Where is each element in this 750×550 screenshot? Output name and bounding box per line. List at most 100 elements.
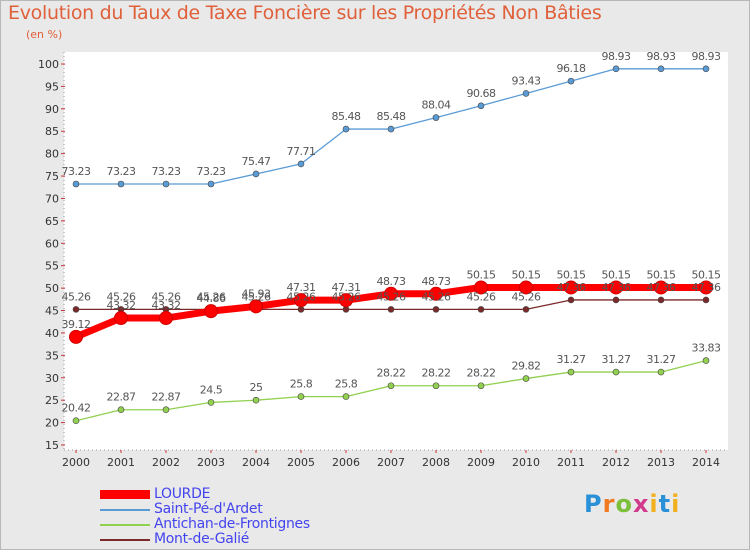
data-point — [429, 286, 443, 301]
data-label: 45.26 — [197, 290, 226, 303]
data-point — [612, 65, 620, 73]
data-label: 73.23 — [152, 165, 181, 178]
data-point — [297, 393, 305, 400]
data-label: 43.32 — [152, 299, 181, 312]
y-tick-label: 90 — [45, 103, 59, 116]
data-label: 88.04 — [422, 99, 451, 112]
data-point — [432, 306, 440, 313]
data-point — [252, 170, 260, 178]
y-tick-label: 80 — [45, 148, 59, 161]
data-point — [522, 90, 530, 97]
data-label: 48.73 — [377, 275, 406, 288]
data-label: 47.31 — [332, 281, 361, 294]
data-point — [702, 65, 710, 73]
x-tick-label: 2011 — [557, 456, 585, 469]
data-point — [387, 382, 395, 390]
data-label: 98.93 — [602, 50, 631, 63]
data-label: 75.47 — [242, 155, 271, 168]
data-point — [519, 280, 533, 295]
data-label: 45.26 — [332, 290, 361, 303]
data-point — [654, 280, 668, 295]
data-point — [702, 357, 710, 364]
y-tick-label: 45 — [45, 305, 59, 318]
y-tick-label: 30 — [45, 372, 59, 385]
data-label: 45.26 — [62, 290, 91, 303]
legend-item: Saint-Pé-d'Ardet — [100, 502, 310, 517]
data-point — [612, 368, 620, 376]
data-point — [702, 296, 710, 304]
data-point — [657, 296, 665, 304]
data-label: 28.22 — [467, 367, 496, 380]
data-point — [72, 306, 80, 313]
y-unit-label: (en %) — [26, 28, 63, 41]
data-point — [252, 396, 260, 404]
data-label: 47.36 — [557, 281, 586, 294]
data-label: 73.23 — [107, 165, 136, 178]
data-point — [117, 180, 125, 188]
x-tick-label: 2000 — [62, 456, 90, 469]
data-point — [162, 406, 170, 414]
data-label: 45.26 — [242, 290, 271, 303]
x-tick-label: 2010 — [512, 456, 540, 469]
data-label: 50.15 — [512, 268, 541, 281]
data-label: 47.31 — [287, 281, 316, 294]
data-label: 28.22 — [422, 367, 451, 380]
x-tick-label: 2002 — [152, 456, 180, 469]
data-label: 20.42 — [62, 402, 91, 415]
data-point — [477, 382, 485, 390]
data-point — [522, 306, 530, 313]
data-point — [567, 296, 575, 304]
legend-item: Antichan-de-Frontignes — [100, 517, 310, 532]
data-point — [474, 280, 488, 295]
x-tick-label: 2003 — [197, 456, 225, 469]
data-point — [432, 382, 440, 390]
data-point — [207, 399, 215, 406]
data-point — [477, 306, 485, 313]
data-point — [72, 180, 80, 188]
legend-label: Saint-Pé-d'Ardet — [154, 501, 263, 517]
proxiti-logo: Proxiti — [584, 490, 681, 518]
legend-swatch — [100, 490, 150, 499]
data-label: 25.8 — [335, 378, 358, 391]
data-point — [249, 299, 263, 314]
data-label: 31.27 — [647, 353, 676, 366]
data-point — [699, 280, 713, 295]
y-tick-label: 65 — [45, 215, 59, 228]
data-label: 33.83 — [692, 342, 721, 355]
x-tick-label: 2013 — [647, 456, 675, 469]
data-label: 29.82 — [512, 360, 541, 373]
x-tick-label: 2008 — [422, 456, 450, 469]
y-tick-label: 75 — [45, 170, 59, 183]
data-label: 28.22 — [377, 367, 406, 380]
x-tick-label: 2009 — [467, 456, 495, 469]
data-label: 50.15 — [467, 268, 496, 281]
data-point — [297, 306, 305, 313]
data-point — [294, 293, 308, 308]
data-point — [567, 368, 575, 376]
data-label: 98.93 — [692, 50, 721, 63]
data-label: 45.93 — [242, 287, 271, 300]
data-label: 90.68 — [467, 87, 496, 100]
y-tick-label: 25 — [45, 394, 59, 407]
y-tick-label: 20 — [45, 417, 59, 430]
data-point — [207, 180, 215, 188]
x-tick-label: 2006 — [332, 456, 360, 469]
legend-swatch — [100, 523, 150, 526]
data-label: 45.26 — [152, 290, 181, 303]
data-point — [522, 375, 530, 382]
y-tick-label: 60 — [45, 237, 59, 250]
y-tick-label: 85 — [45, 125, 59, 138]
data-label: 25.8 — [290, 378, 313, 391]
y-tick-label: 100 — [38, 58, 59, 71]
data-label: 31.27 — [602, 353, 631, 366]
legend-swatch — [100, 508, 150, 511]
data-point — [162, 180, 170, 188]
data-label: 98.93 — [647, 50, 676, 63]
y-tick-label: 15 — [45, 439, 59, 452]
x-tick-label: 2012 — [602, 456, 630, 469]
data-label: 39.12 — [62, 318, 91, 331]
x-tick-label: 2007 — [377, 456, 405, 469]
legend-label: Mont-de-Galié — [154, 531, 250, 547]
data-point — [159, 311, 173, 326]
x-tick-label: 2004 — [242, 456, 270, 469]
